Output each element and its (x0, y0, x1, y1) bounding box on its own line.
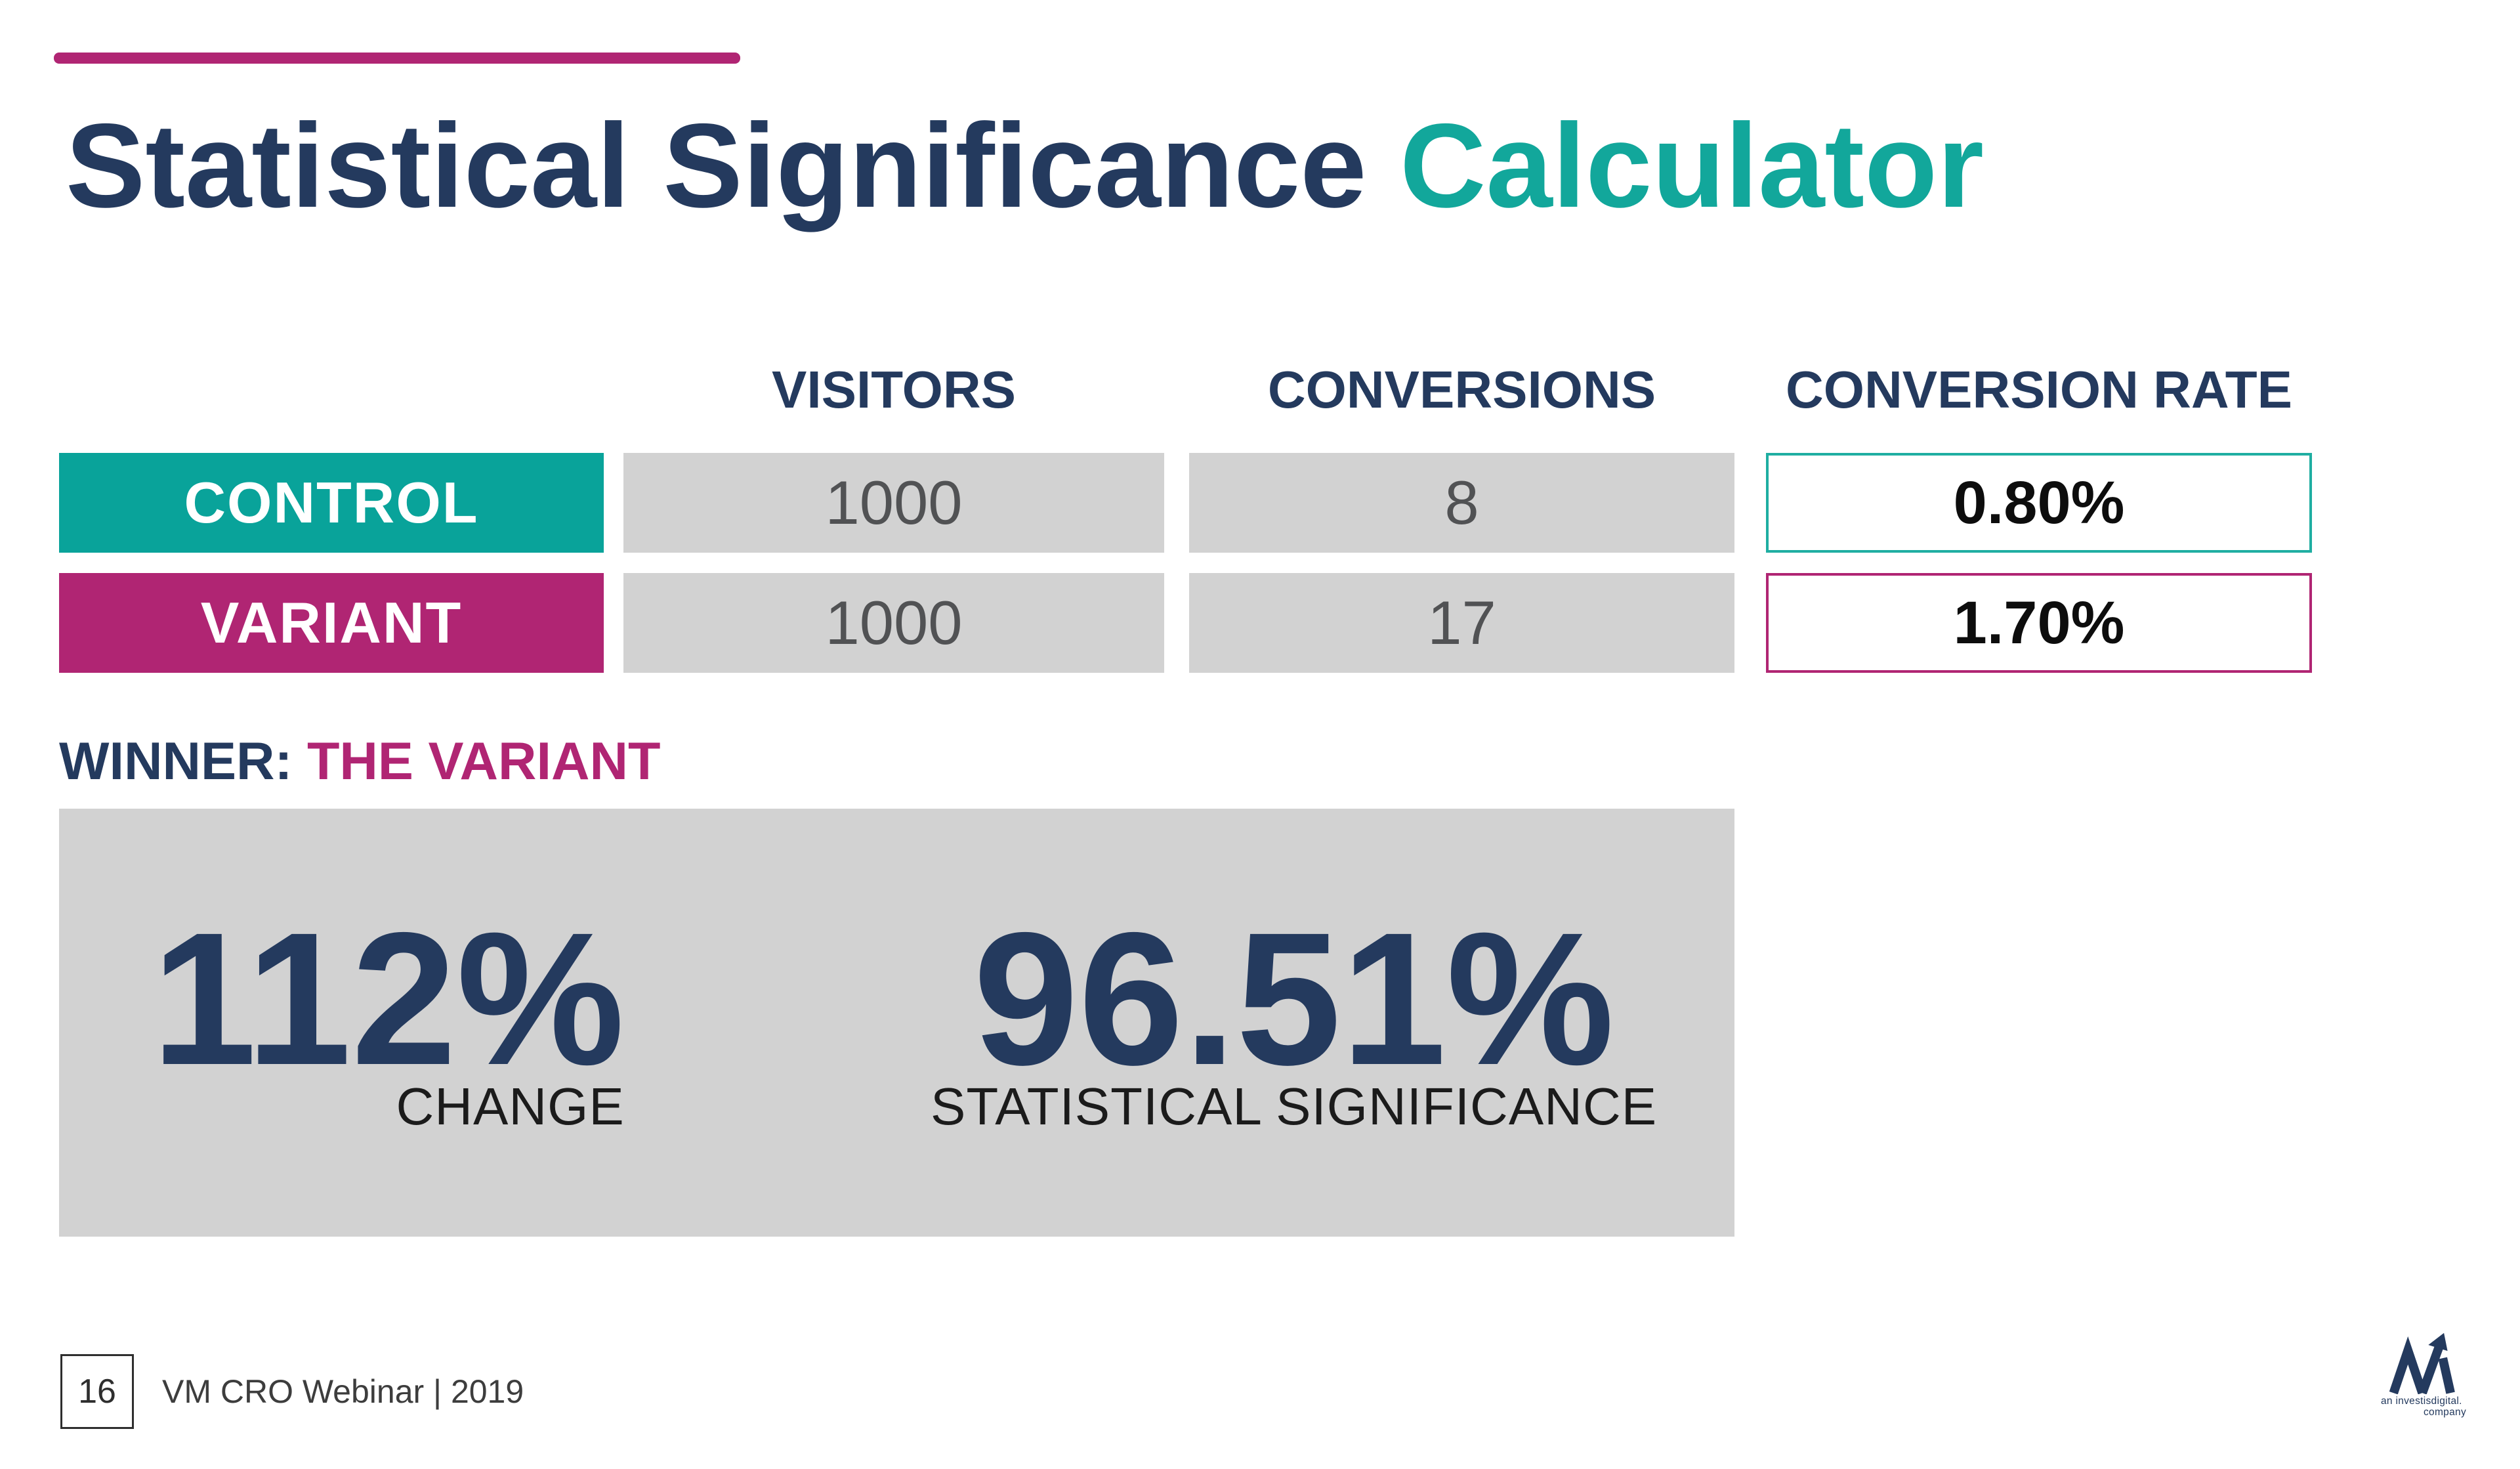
results-panel: 112% CHANGE 96.51% STATISTICAL SIGNIFICA… (59, 809, 1734, 1237)
control-conversion-rate-value: 0.80% (1766, 453, 2312, 553)
variant-conversion-rate-value: 1.70% (1766, 573, 2312, 673)
company-logo: an investisdigital. company (2381, 1331, 2466, 1418)
page-number-box: 16 (60, 1354, 134, 1429)
title-accent-line (54, 53, 740, 64)
variant-row-label: VARIANT (59, 573, 604, 673)
page-number: 16 (78, 1373, 116, 1411)
page-title: Statistical Significance Calculator (66, 106, 1984, 225)
column-header-conversions: CONVERSIONS (1267, 360, 1656, 419)
winner-value: THE VARIANT (306, 732, 661, 791)
logo-text-line1: an investisdigital. (2381, 1395, 2462, 1407)
change-label: CHANGE (396, 1077, 625, 1136)
variant-conversions-value: 17 (1189, 573, 1734, 673)
winner-prefix: WINNER: (59, 732, 307, 791)
footer-text: VM CRO Webinar | 2019 (162, 1373, 524, 1410)
logo-text-line2: company (2424, 1407, 2466, 1418)
significance-value: 96.51% (973, 893, 1614, 1105)
page-title-accent: Calculator (1400, 98, 1984, 232)
winner-line: WINNER: THE VARIANT (59, 730, 660, 794)
control-visitors-value: 1000 (623, 453, 1164, 553)
variant-visitors-value: 1000 (623, 573, 1164, 673)
control-row-label: CONTROL (59, 453, 604, 553)
control-conversions-value: 8 (1189, 453, 1734, 553)
change-value: 112% (152, 893, 625, 1105)
change-stat: 112% CHANGE (152, 905, 625, 1133)
significance-label: STATISTICAL SIGNIFICANCE (931, 1077, 1658, 1136)
column-header-visitors: VISITORS (772, 360, 1016, 419)
column-header-conversion-rate: CONVERSION RATE (1786, 360, 2292, 419)
significance-stat: 96.51% STATISTICAL SIGNIFICANCE (931, 905, 1657, 1133)
m-arrow-logo-icon (2389, 1332, 2455, 1394)
page-title-primary: Statistical Significance (66, 98, 1400, 232)
